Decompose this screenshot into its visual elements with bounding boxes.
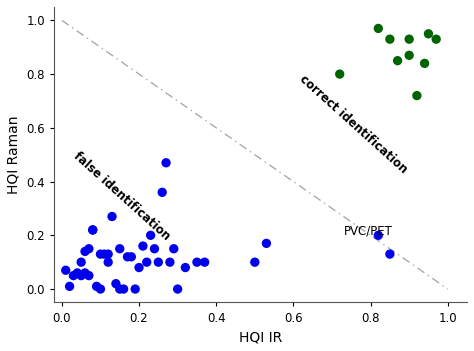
Text: correct identification: correct identification (297, 72, 410, 176)
Point (201, 259, 209, 265)
X-axis label: HQI IR: HQI IR (239, 330, 282, 344)
Point (413, 93, 421, 98)
Point (155, 259, 162, 265)
Point (374, 232, 382, 238)
Point (89, 227, 97, 233)
Point (170, 246, 178, 252)
Point (77, 273, 85, 278)
Text: false identification: false identification (71, 150, 173, 243)
Y-axis label: HQI Raman: HQI Raman (7, 115, 21, 194)
Point (174, 286, 182, 292)
Point (85, 273, 93, 278)
Point (112, 281, 120, 286)
Point (182, 265, 189, 270)
Point (124, 254, 131, 260)
Point (147, 232, 155, 238)
Point (89, 227, 97, 233)
Point (104, 259, 112, 265)
Point (405, 37, 413, 42)
Text: PVC/PET: PVC/PET (344, 225, 392, 238)
Point (108, 214, 116, 219)
Point (85, 246, 93, 252)
Point (139, 243, 146, 249)
Point (81, 270, 89, 276)
Point (193, 259, 201, 265)
Point (62, 267, 70, 273)
Point (394, 58, 401, 64)
Point (421, 61, 428, 66)
Point (374, 26, 382, 31)
Point (81, 249, 89, 254)
Point (131, 286, 139, 292)
Point (93, 284, 100, 289)
Point (135, 265, 143, 270)
Point (336, 71, 344, 77)
Point (432, 37, 440, 42)
Point (405, 53, 413, 58)
Point (116, 246, 124, 252)
Point (100, 251, 108, 257)
Point (143, 259, 151, 265)
Point (162, 160, 170, 166)
Point (66, 284, 73, 289)
Point (120, 286, 128, 292)
Point (116, 286, 124, 292)
Point (151, 246, 158, 252)
Point (158, 190, 166, 195)
Point (73, 270, 81, 276)
Point (425, 31, 432, 37)
Point (251, 259, 259, 265)
Point (386, 251, 394, 257)
Point (104, 251, 112, 257)
Point (263, 240, 270, 246)
Point (97, 286, 104, 292)
Point (128, 254, 135, 260)
Point (97, 251, 104, 257)
Point (386, 37, 394, 42)
Point (77, 259, 85, 265)
Point (70, 273, 77, 278)
Point (166, 259, 173, 265)
